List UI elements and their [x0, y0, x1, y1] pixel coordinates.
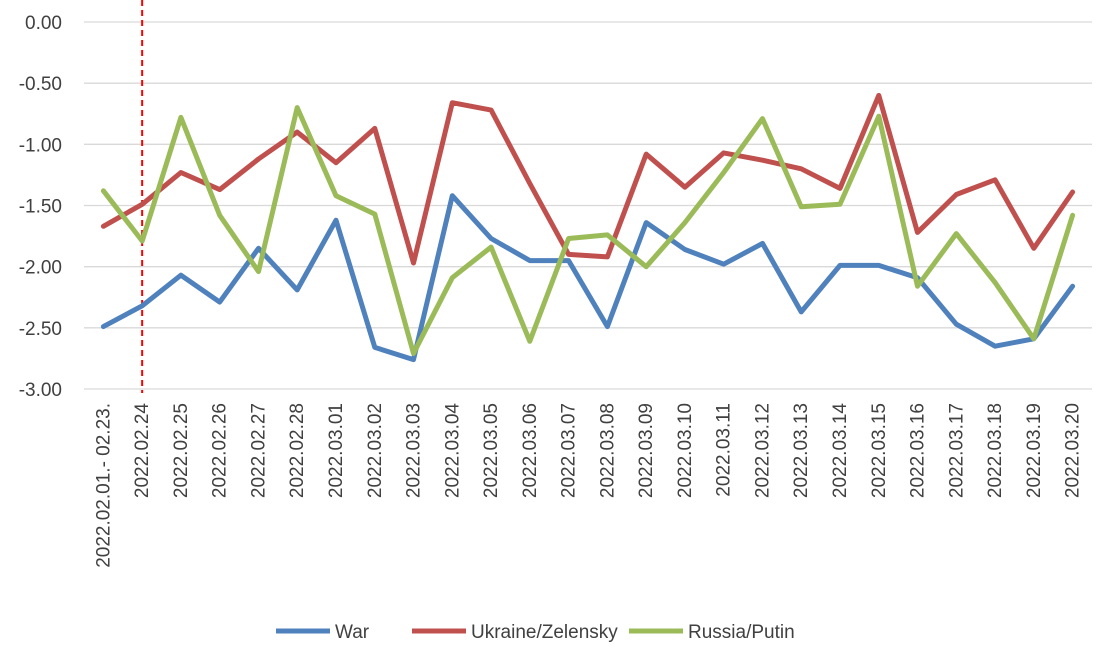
legend-label-war: War	[335, 622, 370, 643]
x-tick-label: 2022.03.14	[830, 403, 851, 499]
x-tick-label: 2022.03.09	[636, 403, 657, 498]
x-tick-label: 2022.02.26	[210, 403, 231, 498]
x-tick-label: 2022.03.05	[481, 403, 502, 498]
x-axis-tick-labels: 2022.02.01.- 02.23. 2022.02.24 2022.02.25 2…	[93, 403, 1083, 568]
gridlines	[84, 21, 1092, 390]
x-tick-label: 2022.03.17	[946, 403, 967, 498]
y-tick-label: -2.50	[19, 319, 62, 340]
series-line-ukraine-zelensky	[100, 92, 1076, 266]
x-tick-label: 2022.03.03	[404, 403, 425, 498]
x-tick-label: 2022.03.02	[365, 403, 386, 498]
x-tick-label: 2022.02.01.- 02.23.	[93, 403, 114, 568]
legend-label-ukraine-zelensky: Ukraine/Zelensky	[471, 622, 618, 643]
y-tick-label: -2.00	[19, 258, 62, 279]
legend-label-russia-putin: Russia/Putin	[688, 622, 795, 643]
x-tick-label: 2022.03.13	[791, 403, 812, 498]
x-tick-label: 2022.03.07	[559, 403, 580, 498]
x-tick-label: 2022.03.20	[1063, 403, 1084, 498]
legend: War Ukraine/Zelensky Russia/Putin	[276, 622, 795, 643]
x-tick-label: 2022.03.10	[675, 403, 696, 498]
x-tick-label: 2022.03.08	[597, 403, 618, 498]
x-tick-label: 2022.03.15	[869, 403, 890, 498]
x-tick-label: 2022.03.16	[908, 403, 929, 498]
x-tick-label: 2022.03.18	[985, 403, 1006, 498]
y-axis-tick-labels: 0.00 -0.50 -1.00 -1.50 -2.00 -2.50 -3.00	[19, 13, 62, 401]
y-tick-label: -1.50	[19, 197, 62, 218]
y-tick-label: -0.50	[19, 74, 62, 95]
y-tick-label: -3.00	[19, 380, 62, 401]
x-tick-label: 2022.02.27	[248, 403, 269, 498]
y-tick-label: -1.00	[19, 135, 62, 156]
x-tick-label: 2022.03.12	[752, 403, 773, 498]
x-tick-label: 2022.02.24	[132, 403, 153, 499]
series-line-war	[100, 193, 1076, 363]
series-line-russia-putin	[100, 105, 1076, 356]
x-tick-label: 2022.02.28	[287, 403, 308, 498]
x-tick-label: 2022.03.06	[520, 403, 541, 498]
x-tick-label: 2022.03.11	[714, 403, 735, 497]
y-tick-label: 0.00	[25, 13, 62, 34]
x-tick-label: 2022.03.19	[1024, 403, 1045, 498]
x-tick-label: 2022.03.01	[326, 403, 347, 498]
x-tick-label: 2022.02.25	[171, 403, 192, 498]
series-lines	[100, 92, 1076, 363]
x-tick-label: 2022.03.04	[442, 403, 463, 499]
